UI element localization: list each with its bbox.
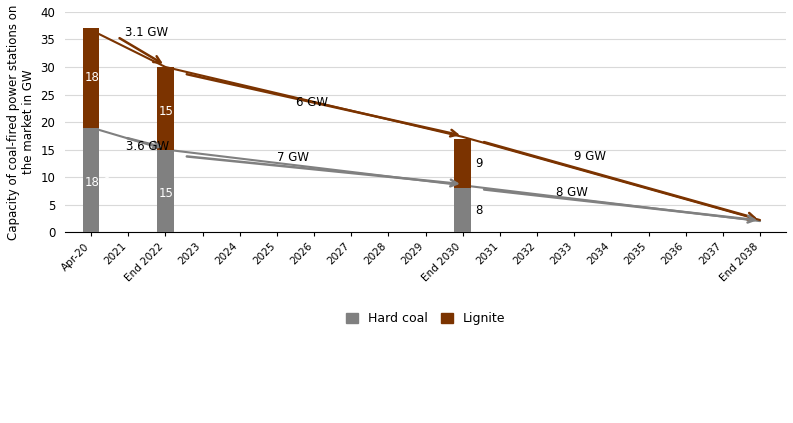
Text: 3.1 GW: 3.1 GW (125, 26, 167, 39)
Text: 6 GW: 6 GW (296, 96, 328, 109)
Text: 7 GW: 7 GW (277, 151, 309, 164)
Text: 9 GW: 9 GW (574, 150, 606, 163)
Bar (82, 28, 99, 128)
Bar (82, 128, 99, 232)
Text: 3.6 GW: 3.6 GW (126, 140, 170, 153)
Legend: Hard coal, Lignite: Hard coal, Lignite (339, 306, 511, 332)
Text: 9: 9 (475, 157, 482, 170)
Text: 15: 15 (159, 187, 174, 200)
Text: 18.1: 18.1 (85, 71, 111, 85)
Bar (157, 150, 174, 232)
Bar (157, 67, 174, 150)
Text: 8 GW: 8 GW (556, 186, 588, 199)
Bar (454, 139, 471, 188)
Text: 15: 15 (159, 104, 174, 118)
Y-axis label: Capacity of coal-fired power stations on
the market in GW: Capacity of coal-fired power stations on… (7, 4, 35, 240)
Text: 18.6: 18.6 (85, 176, 111, 189)
Text: 8: 8 (475, 203, 482, 217)
Bar (454, 188, 471, 232)
